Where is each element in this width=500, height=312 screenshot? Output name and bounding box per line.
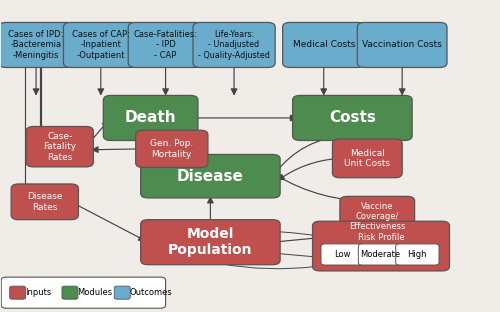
FancyBboxPatch shape [10,286,26,299]
Text: Cases of CAP:
-Inpatient
-Outpatient: Cases of CAP: -Inpatient -Outpatient [72,30,130,60]
FancyBboxPatch shape [11,184,78,220]
Text: Costs: Costs [329,110,376,125]
FancyBboxPatch shape [358,22,447,67]
Text: Death: Death [125,110,176,125]
Text: Medical Costs: Medical Costs [292,41,355,50]
Text: Case-
Fatality
Rates: Case- Fatality Rates [43,132,76,162]
Text: Medical
Unit Costs: Medical Unit Costs [344,149,391,168]
Text: Modules: Modules [78,288,112,297]
FancyBboxPatch shape [62,286,78,299]
FancyBboxPatch shape [193,22,275,67]
Text: Cases of IPD:
-Bacteremia
-Meningitis: Cases of IPD: -Bacteremia -Meningitis [8,30,64,60]
Text: Risk Profile: Risk Profile [358,233,405,242]
FancyBboxPatch shape [128,22,203,67]
FancyBboxPatch shape [104,95,198,140]
FancyBboxPatch shape [292,95,412,140]
Text: Moderate: Moderate [360,250,400,259]
Text: Outcomes: Outcomes [130,288,172,297]
Text: Model
Population: Model Population [168,227,252,257]
FancyBboxPatch shape [26,126,94,167]
FancyBboxPatch shape [140,154,280,198]
FancyBboxPatch shape [114,286,130,299]
Text: Low: Low [334,250,351,259]
Text: Disease
Rates: Disease Rates [27,192,63,212]
Text: Life-Years:
- Unadjusted
- Quality-Adjusted: Life-Years: - Unadjusted - Quality-Adjus… [198,30,270,60]
FancyBboxPatch shape [64,22,138,67]
Text: Vaccination Costs: Vaccination Costs [362,41,442,50]
FancyBboxPatch shape [358,244,402,265]
Text: Disease: Disease [177,169,244,184]
Text: Vaccine
Coverage/
Effectiveness: Vaccine Coverage/ Effectiveness [349,202,406,232]
FancyBboxPatch shape [332,139,402,178]
FancyBboxPatch shape [340,196,414,237]
Text: Inputs: Inputs [25,288,52,297]
Text: Gen. Pop.
Mortality: Gen. Pop. Mortality [150,139,194,158]
Text: High: High [408,250,427,259]
FancyBboxPatch shape [312,221,450,271]
Text: Case-Fatalities:
- IPD
- CAP: Case-Fatalities: - IPD - CAP [134,30,198,60]
FancyBboxPatch shape [140,220,280,265]
FancyBboxPatch shape [0,22,74,67]
FancyBboxPatch shape [321,244,364,265]
FancyBboxPatch shape [1,277,166,308]
FancyBboxPatch shape [282,22,365,67]
FancyBboxPatch shape [136,130,208,168]
FancyBboxPatch shape [396,244,439,265]
